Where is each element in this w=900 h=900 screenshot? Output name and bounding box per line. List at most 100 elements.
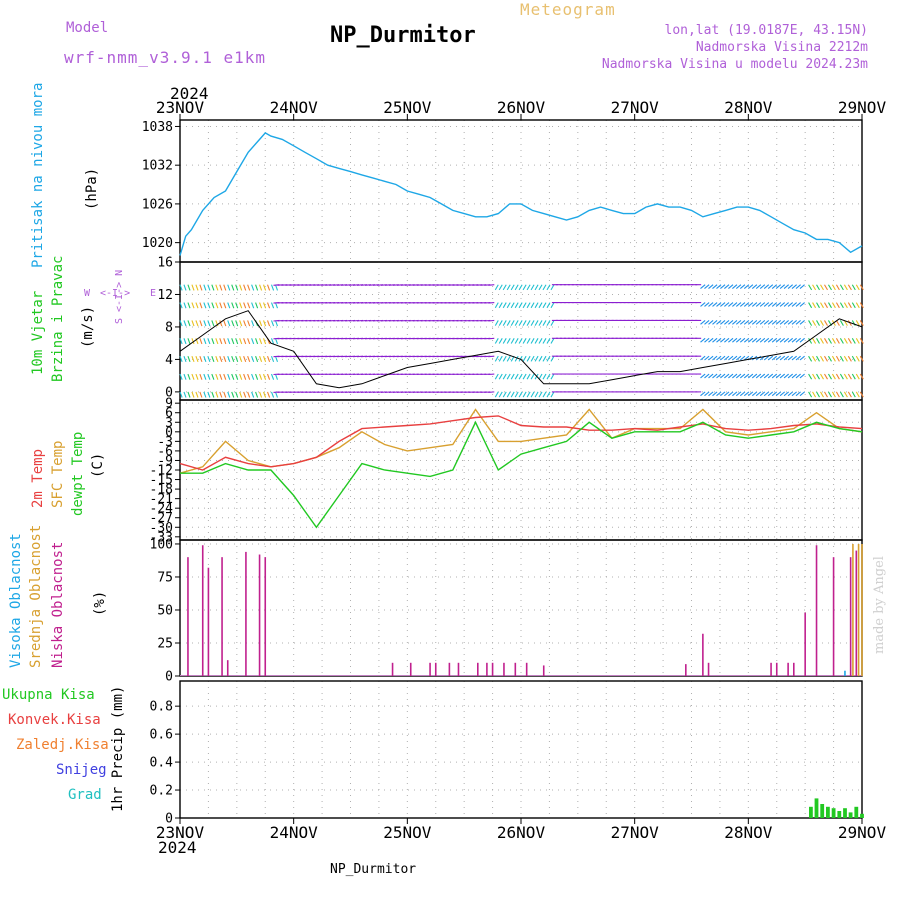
wind-barb <box>843 373 848 380</box>
wind-barb <box>835 391 840 398</box>
wind-barb <box>502 284 507 291</box>
wind-barb <box>700 320 706 325</box>
compass-e: E <box>150 288 157 299</box>
wind-barb <box>538 320 543 326</box>
wind-barb <box>759 320 766 325</box>
wind-barb <box>720 284 726 290</box>
wind-barb <box>779 373 786 379</box>
wind-barb <box>708 320 714 325</box>
wind-barb <box>538 355 543 362</box>
wind-barb <box>183 338 187 345</box>
wind-barb <box>550 373 555 380</box>
wind-barb <box>835 373 840 380</box>
wind-barb <box>735 302 742 307</box>
wind-barb <box>235 284 239 291</box>
wind-barb <box>530 320 535 326</box>
pressure-ytick-label: 1032 <box>142 159 173 174</box>
wind-barb <box>255 338 259 345</box>
wind-barb <box>859 320 864 326</box>
wind-barb <box>215 373 219 380</box>
wind-barb <box>739 355 746 361</box>
wind-barb <box>771 355 778 361</box>
wind-barb <box>728 391 734 397</box>
wind-barb <box>763 302 770 307</box>
precip-ytick-label: 0 <box>165 812 173 827</box>
lonlat-label: lon,lat (19.0187E, 43.15N) <box>664 23 869 38</box>
wind-barb <box>267 391 271 398</box>
wind-barb <box>488 355 495 358</box>
wind-barb <box>735 391 742 397</box>
wind-barb <box>700 302 706 307</box>
wind-barb <box>223 320 227 327</box>
dewpt-line <box>180 420 863 529</box>
wind-barb <box>787 284 794 290</box>
wind-barb <box>502 338 507 344</box>
wind-barb <box>498 373 503 380</box>
wind-barb <box>203 320 207 327</box>
precip-bar <box>837 811 842 818</box>
wind-barb <box>791 337 797 343</box>
wind-barb <box>215 355 219 362</box>
wind-barb <box>708 284 714 290</box>
wind-barb <box>498 338 503 344</box>
wind-barb <box>720 391 726 397</box>
wind-barb <box>203 355 207 362</box>
wind-barb <box>191 338 195 345</box>
wind-barb <box>243 284 247 291</box>
wind-barb <box>759 337 766 343</box>
wind-barb <box>510 320 515 326</box>
precip-frame <box>179 680 863 819</box>
wind-barb <box>231 284 235 291</box>
wind-barb <box>831 338 836 344</box>
wind-barb <box>835 320 840 326</box>
wind-barb <box>724 373 730 379</box>
wind-barb <box>498 355 503 362</box>
wind-barb <box>223 284 227 291</box>
wind-barb <box>704 355 710 361</box>
wind-barb <box>534 391 539 398</box>
wind-barb <box>187 284 191 291</box>
wind-barb <box>799 355 805 361</box>
wind-barb <box>231 302 235 309</box>
wind-barb <box>219 373 223 380</box>
wind-barb <box>526 355 531 362</box>
wind-barb <box>494 302 499 309</box>
wind-barb <box>728 284 734 290</box>
wind-barb <box>179 338 183 345</box>
wind-barb <box>187 373 191 380</box>
wind-barb <box>546 355 551 362</box>
wind-barb <box>700 355 706 361</box>
wind-barb <box>530 373 535 380</box>
temp-ytick-label: 6 <box>165 406 173 421</box>
wind-barb <box>259 391 263 398</box>
wind-barb <box>775 320 782 325</box>
wind-barb <box>207 338 211 345</box>
wind-barb <box>538 302 543 309</box>
cloud-ytick-label: 50 <box>157 603 173 618</box>
wind-barb <box>795 373 801 379</box>
temp-ytick-label: 9 <box>165 397 173 412</box>
wind-barb <box>732 284 738 290</box>
wind-barb <box>239 373 243 380</box>
wind-barb <box>243 302 247 309</box>
wind-barb <box>704 302 710 307</box>
precip-legend-freezing: Zaledj.Kisa <box>16 737 109 753</box>
wind-barb <box>831 355 836 362</box>
wind-barb <box>787 373 794 379</box>
wind-barb <box>514 391 519 398</box>
precip-bar <box>843 808 847 818</box>
wind-barb <box>247 338 251 345</box>
wind-barb <box>812 355 817 362</box>
wind-barb <box>274 320 279 327</box>
wind-barb <box>270 391 275 398</box>
wind-barb <box>199 355 203 362</box>
day-label-top: 27NOV <box>611 98 660 117</box>
wind-barb <box>816 355 820 362</box>
wind-barb <box>231 355 235 362</box>
wind-barb <box>824 320 828 326</box>
temp2m-line <box>179 415 863 471</box>
day-label-bottom: 25NOV <box>383 823 432 842</box>
wind-barb <box>791 373 797 379</box>
wind-barb <box>791 302 797 307</box>
wind-barb <box>195 391 199 398</box>
